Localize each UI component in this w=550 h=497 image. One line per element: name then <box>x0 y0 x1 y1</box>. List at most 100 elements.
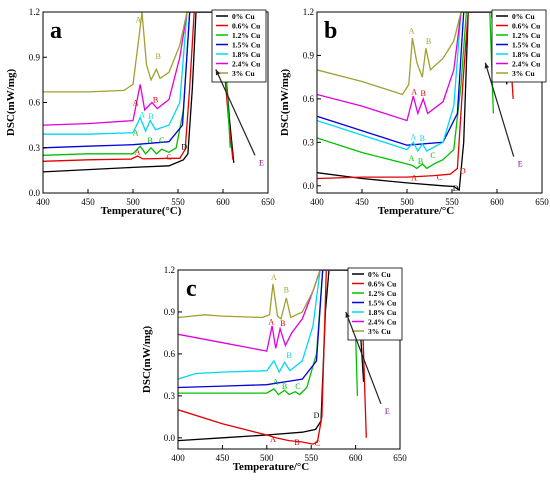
y-tick-label: 0.9 <box>164 307 176 317</box>
x-tick-label: 500 <box>260 453 274 463</box>
series-line-1-2-cu <box>178 270 359 396</box>
peak-annotation: B <box>147 136 152 145</box>
annotation-arrow <box>345 311 382 405</box>
y-tick-label: 0.0 <box>164 433 176 443</box>
peak-annotation: A <box>409 154 415 163</box>
series-line-1-5-cu <box>43 12 225 149</box>
legend-label: 1.5% Cu <box>512 41 540 50</box>
legend-label: 0.6% Cu <box>512 22 540 31</box>
legend-label: 1.2% Cu <box>368 289 396 298</box>
x-tick-label: 550 <box>304 453 318 463</box>
x-tick-label: 600 <box>216 197 230 207</box>
series-group <box>178 270 367 445</box>
series-line-0-cu <box>178 270 365 442</box>
chart-panel-c: 400 450 500 550 600 650 0.0 0.3 0.6 0.9 1.2 Tempera… <box>141 265 407 473</box>
legend-label: 1.8% Cu <box>368 308 396 317</box>
x-tick-label: 600 <box>490 197 504 207</box>
series-line-1-5-cu <box>317 12 496 146</box>
y-tick-label: 0.0 <box>29 188 41 198</box>
legend-label: 0.6% Cu <box>232 22 260 31</box>
y-axis-label: DSC(mW/mg) <box>141 326 153 394</box>
peak-annotation: E <box>518 160 523 169</box>
peak-annotation: A <box>411 88 417 97</box>
legend-label: 1.2% Cu <box>232 31 260 40</box>
x-tick-label: 400 <box>171 453 185 463</box>
x-tick-label: 650 <box>393 453 407 463</box>
series-line-0-cu <box>317 12 508 192</box>
peak-annotation: C <box>159 136 164 145</box>
x-tick-label: 450 <box>355 197 369 207</box>
legend-label: 1.2% Cu <box>512 31 540 40</box>
y-tick-label: 0.6 <box>303 94 315 104</box>
legend-label: 2.4% Cu <box>512 60 540 69</box>
x-tick-label: 550 <box>445 197 459 207</box>
y-tick-label: 0.6 <box>164 349 176 359</box>
legend: 0% Cu0.6% Cu1.2% Cu1.5% Cu1.8% Cu2.4% Cu… <box>347 267 403 341</box>
y-tick-label: 1.2 <box>29 7 40 17</box>
series-line-1-5-cu <box>178 270 357 389</box>
y-tick-label: 0.9 <box>303 50 315 60</box>
y-tick-label: 0.3 <box>303 137 315 147</box>
legend-label: 3% Cu <box>512 69 535 78</box>
panel-label: a <box>50 18 62 44</box>
legend-label: 0.6% Cu <box>368 280 396 289</box>
annotation-arrow <box>215 69 256 156</box>
x-tick-label: 650 <box>261 197 275 207</box>
peak-annotation: A <box>136 16 142 25</box>
x-tick-label: 500 <box>126 197 140 207</box>
series-line-1-8-cu <box>317 12 496 153</box>
legend-label: 0% Cu <box>232 12 255 21</box>
series-line-0-6-cu <box>178 270 367 445</box>
peak-annotation: E <box>259 158 264 167</box>
series-line-1-2-cu <box>43 12 231 156</box>
series-line-2-4-cu <box>43 12 224 126</box>
legend-box <box>211 9 267 83</box>
peak-annotation: B <box>284 285 289 294</box>
x-tick-label: 600 <box>349 453 363 463</box>
peak-annotation: A <box>270 435 276 444</box>
peak-annotation: A <box>135 148 141 157</box>
x-axis-label: Temperature(°C) <box>101 205 182 217</box>
peak-annotation: D <box>453 184 459 193</box>
legend-label: 1.5% Cu <box>232 41 260 50</box>
peak-annotation: B <box>282 382 287 391</box>
legend-label: 3% Cu <box>368 327 391 336</box>
legend-label: 1.8% Cu <box>232 50 260 59</box>
y-tick-label: 0.6 <box>29 98 41 108</box>
peak-annotation: B <box>420 134 425 143</box>
y-axis-label: DSC(mW/mg) <box>279 69 291 137</box>
peak-annotation: A <box>409 27 415 36</box>
series-line-0-6-cu <box>317 12 514 180</box>
peak-annotation: D <box>460 166 466 175</box>
series-line-2-4-cu <box>178 270 357 352</box>
peak-annotation: A <box>273 378 279 387</box>
peak-annotation: C <box>437 173 442 182</box>
series-line-0-6-cu <box>43 12 234 162</box>
y-tick-label: 0.3 <box>29 143 41 153</box>
series-line-1-8-cu <box>178 270 357 380</box>
x-tick-label: 400 <box>310 197 324 207</box>
peak-annotation: A <box>139 111 145 120</box>
x-axis-label: Temperature/°C <box>378 205 455 217</box>
annotation-arrowhead <box>215 69 221 76</box>
series-line-3-cu <box>178 270 357 321</box>
plot-frame <box>316 11 543 194</box>
legend-label: 2.4% Cu <box>368 318 396 327</box>
annotation-arrow <box>484 62 515 157</box>
peak-annotation: A <box>411 174 417 183</box>
legend-label: 3% Cu <box>232 69 255 78</box>
peak-annotation: B <box>426 37 431 46</box>
legend-label: 1.8% Cu <box>512 50 540 59</box>
panel-label: c <box>186 276 197 302</box>
series-group <box>317 12 514 192</box>
x-tick-label: 650 <box>535 197 549 207</box>
peak-annotation: B <box>280 319 285 328</box>
peak-annotation: B <box>148 112 153 121</box>
chart-panel-b: 400 450 500 550 600 650 0.0 0.3 0.6 0.9 1.2 Tempera… <box>279 7 549 217</box>
peak-annotation: B <box>153 96 158 105</box>
legend-label: 1.5% Cu <box>368 299 396 308</box>
legend-label: 0% Cu <box>368 270 391 279</box>
peak-annotation: A <box>271 273 277 282</box>
x-tick-label: 550 <box>171 197 185 207</box>
